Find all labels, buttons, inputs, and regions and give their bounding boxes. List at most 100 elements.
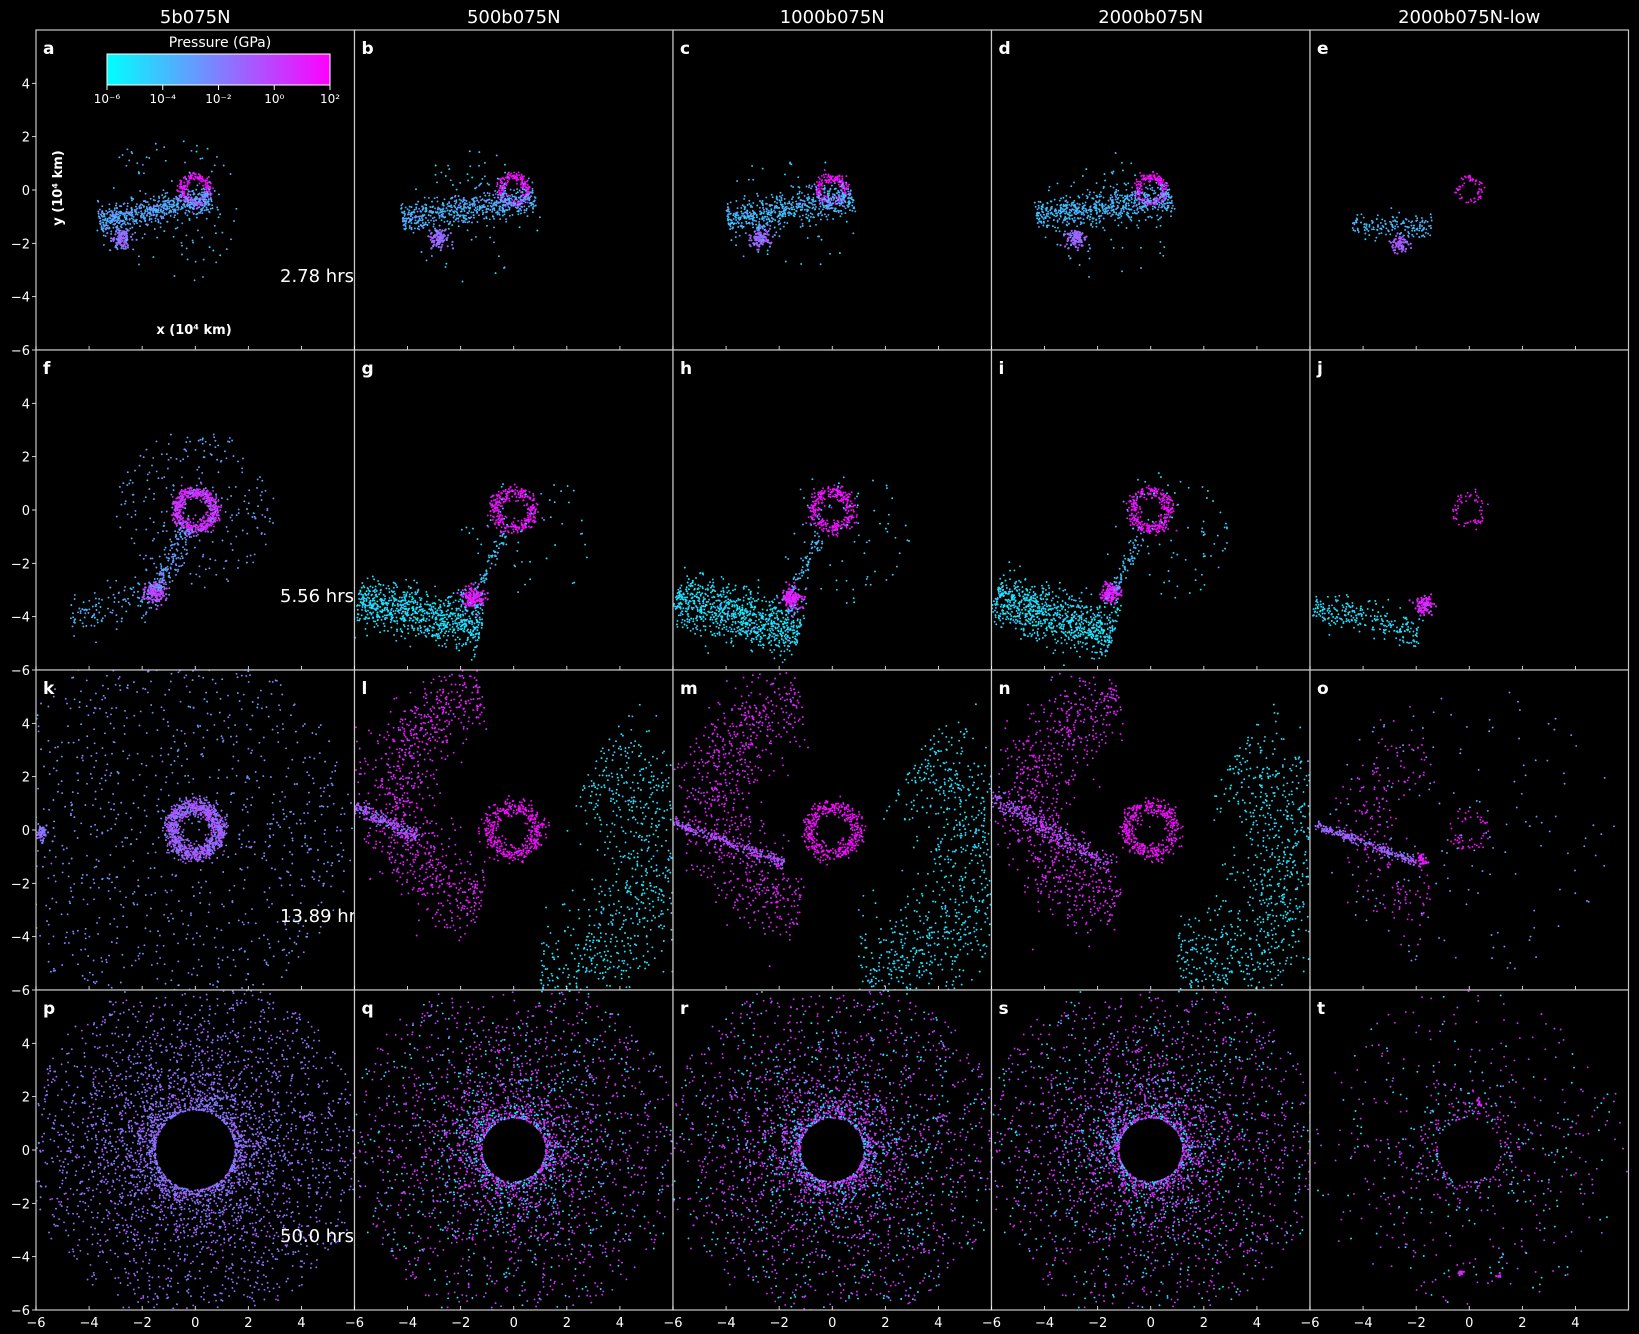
particle [778,212,781,215]
particle [502,193,505,196]
particle [113,209,116,212]
particle [779,213,782,216]
particle [208,246,211,249]
particle [520,209,523,212]
particle [136,162,139,165]
particle [849,189,852,192]
particle [499,186,502,189]
particle [783,210,786,213]
particle [206,522,209,525]
particle [202,515,205,518]
particle [175,497,178,500]
particle [408,225,411,227]
particle [1110,238,1113,241]
particle [528,197,530,199]
particle [1398,248,1401,251]
particle [1363,226,1366,228]
particle [799,202,802,205]
particle [1058,230,1061,233]
particle [783,201,786,204]
particle [843,189,846,192]
particle [115,230,117,233]
particle [1387,229,1390,232]
particle [179,182,182,185]
particle [734,213,737,216]
particle [495,201,498,204]
particle [495,204,498,207]
particle [1130,216,1133,219]
particle [514,196,517,199]
particle [829,178,832,181]
particle [836,202,839,205]
particle [140,210,143,213]
particle [213,224,216,227]
particle [134,213,137,216]
particle [196,201,199,204]
particle [207,530,210,533]
particle [429,238,432,241]
particle [170,180,173,182]
particle [823,206,825,209]
particle [767,209,770,212]
particle [771,204,774,207]
particle [848,183,851,186]
particle [765,222,768,225]
particle [485,208,488,211]
particle [102,234,105,237]
particle [453,211,456,214]
particle [183,203,186,206]
particle [427,196,430,199]
particle [1363,229,1366,232]
particle [441,229,444,232]
particle [824,173,827,176]
particle [737,217,740,220]
particle [1164,207,1167,210]
particle [1074,242,1077,245]
particle [409,215,412,218]
particle [432,240,435,244]
particle [1045,214,1048,217]
particle [468,210,471,213]
particle [1047,210,1050,213]
particle [172,501,175,504]
particle [1053,198,1056,201]
particle [222,164,225,167]
particle [1469,179,1472,182]
particle [1072,201,1075,204]
particle [733,212,735,215]
particle [1116,193,1119,196]
particle [431,217,434,220]
particle [1070,234,1073,237]
particle [505,220,508,223]
particle [417,225,420,228]
particle [852,232,855,235]
particle [170,514,173,517]
particle [115,212,118,215]
particle [189,194,192,196]
particle [1099,191,1102,194]
particle [97,210,100,213]
particle [420,215,423,218]
particle [209,186,212,189]
particle [1097,215,1100,218]
particle [436,239,439,242]
particle [135,220,138,223]
particle [761,227,764,230]
particle [842,195,845,197]
particle [761,203,764,206]
particle [1376,214,1379,217]
particle [1079,223,1082,226]
particle [743,195,746,197]
particle [534,204,537,207]
particle [1355,221,1357,224]
particle [1146,187,1149,190]
particle [1093,205,1096,208]
particle [512,204,515,207]
particle [415,206,418,209]
particle [1061,208,1064,210]
particle [1137,226,1140,229]
particle [171,495,174,498]
particle [181,253,183,256]
particle [1109,198,1112,201]
particle [1134,190,1137,193]
